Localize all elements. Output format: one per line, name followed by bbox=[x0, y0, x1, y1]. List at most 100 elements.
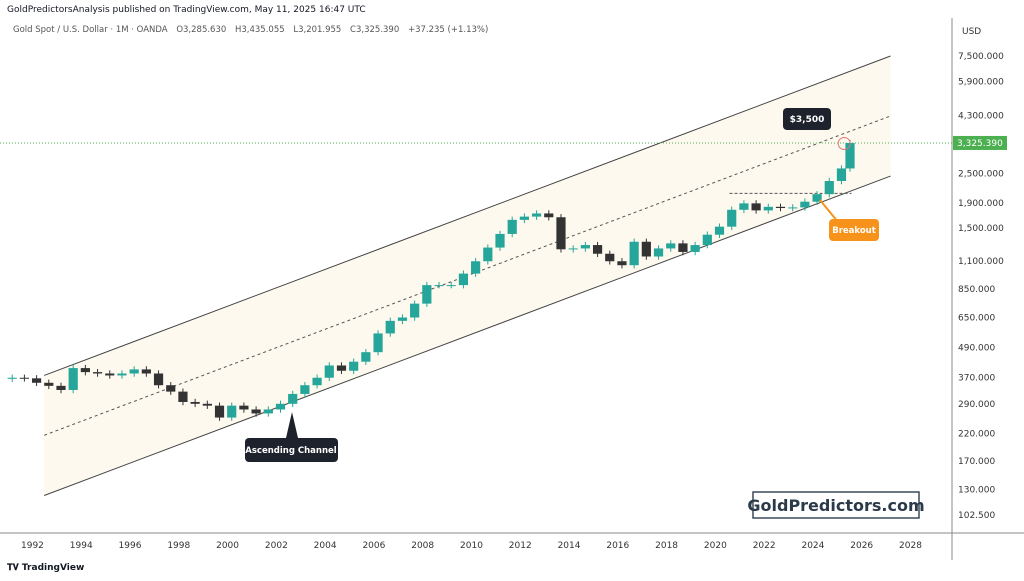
y-tick-label: 220.000 bbox=[958, 429, 995, 439]
currency-label: USD bbox=[962, 27, 981, 37]
candle-body bbox=[666, 243, 676, 249]
ohlc-high: H3,435.055 bbox=[234, 25, 285, 35]
candle-body bbox=[483, 247, 493, 262]
candle-body bbox=[788, 207, 798, 209]
candle-body bbox=[775, 206, 786, 208]
candle-body bbox=[556, 217, 566, 250]
y-tick-label: 5,900.000 bbox=[958, 78, 1004, 88]
candle-body bbox=[263, 409, 273, 414]
y-tick-label: 490.000 bbox=[958, 344, 995, 354]
candle-body bbox=[471, 261, 481, 274]
candle-body bbox=[605, 253, 615, 262]
x-tick-label: 2014 bbox=[558, 541, 581, 551]
y-tick-label: 650.000 bbox=[958, 314, 995, 324]
x-tick-label: 2026 bbox=[850, 541, 873, 551]
candle-body bbox=[690, 245, 700, 252]
channel-callout bbox=[245, 438, 338, 462]
candle-body bbox=[129, 369, 139, 374]
candle-body bbox=[653, 248, 664, 257]
candle-body bbox=[227, 405, 237, 418]
candle-body bbox=[592, 245, 603, 254]
channel-callout-text: Ascending Channel bbox=[245, 446, 336, 456]
y-tick-label: 370.000 bbox=[958, 374, 995, 384]
candle-body bbox=[422, 285, 432, 304]
x-tick-label: 1994 bbox=[70, 541, 93, 551]
y-tick-label: 850.000 bbox=[958, 285, 995, 295]
candle-body bbox=[178, 391, 188, 402]
candle-body bbox=[812, 194, 822, 202]
candle-body bbox=[153, 373, 164, 386]
x-tick-label: 2004 bbox=[314, 541, 337, 551]
target-callout-text: $3,500 bbox=[790, 115, 825, 125]
tv-logo-text: TradingView bbox=[21, 563, 85, 573]
x-tick-label: 2010 bbox=[460, 541, 483, 551]
watermark-text: GoldPredictors.com bbox=[747, 496, 924, 515]
y-tick-label: 290.000 bbox=[958, 400, 995, 410]
x-tick-label: 2000 bbox=[216, 541, 239, 551]
ohlc-open: O3,285.630 bbox=[176, 25, 227, 35]
x-tick-label: 1998 bbox=[167, 541, 190, 551]
candle-body bbox=[385, 320, 395, 334]
breakout-callout bbox=[829, 219, 879, 241]
candle-body bbox=[446, 285, 456, 287]
candle-body bbox=[739, 203, 749, 210]
x-tick-label: 2018 bbox=[655, 541, 678, 551]
candle-body bbox=[714, 226, 725, 235]
y-tick-label: 1,100.000 bbox=[958, 257, 1004, 267]
x-tick-label: 2024 bbox=[801, 541, 824, 551]
x-tick-label: 2012 bbox=[509, 541, 532, 551]
x-tick-label: 2006 bbox=[362, 541, 385, 551]
target-callout bbox=[783, 108, 831, 130]
candle-body bbox=[336, 365, 347, 371]
tv-icon: 𝐓𝐕 bbox=[7, 563, 22, 573]
x-tick-label: 2020 bbox=[704, 541, 727, 551]
candle-body bbox=[678, 243, 688, 252]
candle-body bbox=[507, 219, 517, 234]
candle-body bbox=[202, 403, 212, 406]
watermark-box bbox=[752, 491, 920, 519]
channel-pointer bbox=[286, 412, 298, 438]
candle-body bbox=[434, 285, 444, 287]
candle-body bbox=[275, 403, 286, 410]
candle-body bbox=[702, 234, 712, 246]
tradingview-logo: 𝐓𝐕 TradingView bbox=[7, 563, 84, 573]
candle-body bbox=[312, 377, 322, 386]
ohlc-close: C3,325.390 bbox=[350, 25, 400, 35]
candle-body bbox=[166, 385, 176, 392]
candle-body bbox=[239, 405, 249, 410]
y-tick-label: 130.000 bbox=[958, 486, 995, 496]
candle-body bbox=[519, 216, 529, 220]
candle-body bbox=[105, 373, 115, 376]
ohlc-change: +37.235 (+1.13%) bbox=[407, 25, 489, 35]
candle-body bbox=[300, 385, 310, 394]
candle-body bbox=[117, 373, 127, 376]
candle-body bbox=[495, 233, 505, 248]
y-tick-label: 4,300.000 bbox=[958, 111, 1004, 121]
x-tick-label: 1992 bbox=[21, 541, 44, 551]
candle-body bbox=[544, 213, 554, 218]
candle-body bbox=[19, 377, 29, 379]
candle-body bbox=[288, 393, 298, 404]
candle-body bbox=[580, 245, 590, 249]
breakout-callout-text: Breakout bbox=[832, 226, 876, 236]
candle-body bbox=[92, 372, 103, 374]
x-tick-label: 2002 bbox=[265, 541, 288, 551]
channel-upper-line bbox=[44, 55, 891, 376]
candle-body bbox=[373, 333, 383, 353]
y-tick-label: 170.000 bbox=[958, 457, 995, 467]
candle-body bbox=[32, 378, 42, 383]
breakout-pointer bbox=[819, 199, 839, 223]
candle-body bbox=[56, 385, 66, 390]
y-tick-label: 1,500.000 bbox=[958, 224, 1004, 234]
candle-body bbox=[641, 241, 651, 257]
candle-body bbox=[397, 317, 408, 321]
candle-body bbox=[458, 273, 469, 286]
y-tick-label: 2,500.000 bbox=[958, 169, 1004, 179]
candle-body bbox=[800, 201, 810, 208]
candle-body bbox=[251, 409, 261, 414]
candle-body bbox=[629, 241, 639, 266]
candle-body bbox=[68, 368, 78, 390]
candle-body bbox=[44, 382, 54, 386]
candle-body bbox=[836, 168, 847, 181]
